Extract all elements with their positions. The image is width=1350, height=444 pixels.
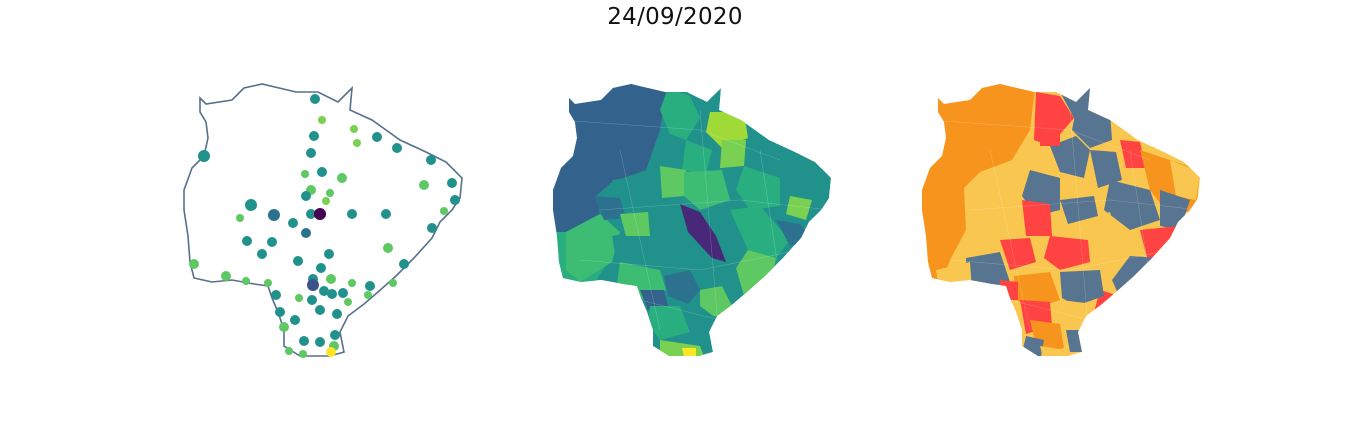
figure-title: 24/09/2020 [607, 4, 743, 30]
point-markers [189, 94, 460, 358]
risk-category-regions [922, 84, 1200, 356]
